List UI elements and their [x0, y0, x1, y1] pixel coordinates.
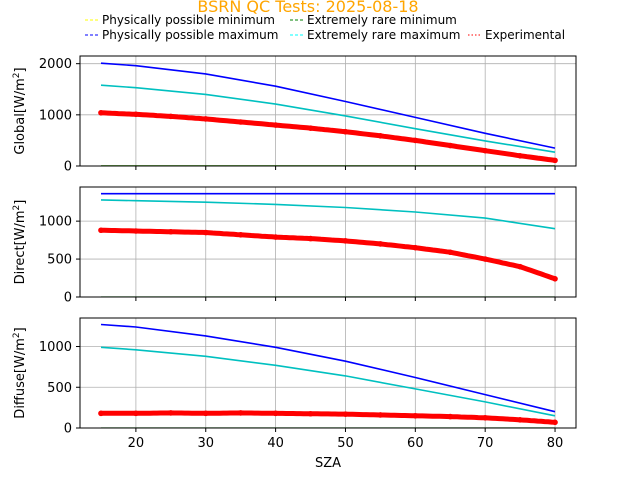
legend-entry: Physically possible maximum — [85, 28, 278, 42]
data-point — [377, 133, 384, 139]
data-point — [412, 137, 419, 144]
data-point — [168, 410, 174, 416]
legend-entry: Physically possible minimum — [85, 13, 275, 27]
series-experimental — [98, 410, 558, 425]
data-point — [272, 122, 279, 128]
panel-2: 0 500 1000 Direct[W/m2] — [12, 186, 577, 306]
series-group — [98, 192, 558, 297]
x-tick-label: 20 — [128, 436, 145, 451]
data-point — [133, 111, 139, 118]
data-point — [272, 410, 279, 417]
y-tick-label: 0 — [64, 160, 72, 175]
legend-label: Extremely rare maximum — [307, 28, 460, 42]
data-point — [307, 410, 314, 417]
y-axis-label: Global[W/m2] — [12, 67, 28, 154]
data-point — [552, 275, 558, 282]
panel-1: 0 1000 2000 Global[W/m2] — [12, 55, 577, 175]
data-point — [342, 238, 349, 244]
data-point — [447, 413, 454, 420]
legend-label: Physically possible minimum — [102, 13, 275, 27]
chart-title: BSRN QC Tests: 2025-08-18 — [197, 0, 418, 16]
axes-group: 010002000Global[W/m2]05001000Direct[W/m2… — [12, 55, 577, 451]
data-point — [237, 231, 244, 238]
data-point — [377, 412, 384, 418]
x-tick-label: 80 — [547, 436, 564, 451]
y-tick-label: 0 — [64, 291, 72, 306]
legend-label: Physically possible maximum — [102, 28, 278, 42]
data-point — [447, 142, 454, 149]
data-point — [98, 227, 104, 234]
panel-3: 20 30 40 50 60 70 80 0 500 1000 Diffuse[W/m2] — [12, 317, 577, 451]
axes-frame — [79, 186, 577, 298]
series-group — [98, 62, 558, 166]
series-line — [100, 199, 556, 230]
legend-entry: Extremely rare minimum — [290, 13, 457, 27]
data-point — [517, 417, 523, 423]
data-point — [412, 412, 419, 419]
data-point — [133, 410, 139, 417]
data-point — [517, 263, 523, 270]
data-point — [447, 249, 454, 256]
axes-frame — [79, 317, 577, 429]
data-point — [482, 256, 488, 262]
y-axis-label: Direct[W/m2] — [12, 200, 28, 285]
series-line — [100, 62, 556, 149]
y-tick-label: 1000 — [39, 108, 72, 123]
legend-entry: Experimental — [468, 28, 565, 42]
data-point — [412, 244, 419, 251]
legend-entry: Extremely rare maximum — [290, 28, 460, 42]
series-experimental — [98, 227, 558, 282]
y-tick-label: 1000 — [39, 215, 72, 230]
x-tick-label: 40 — [267, 436, 284, 451]
series-group — [98, 323, 558, 428]
series-line — [100, 346, 556, 417]
data-point — [307, 125, 314, 131]
data-point — [552, 419, 558, 426]
data-point — [377, 241, 384, 247]
data-point — [202, 410, 209, 417]
axes-frame — [79, 55, 577, 167]
x-tick-label: 30 — [197, 436, 214, 451]
data-point — [342, 128, 349, 135]
data-point — [202, 116, 209, 122]
data-point — [342, 411, 349, 417]
data-point — [98, 109, 104, 116]
data-point — [168, 113, 174, 120]
x-axis-label: SZA — [315, 456, 341, 471]
data-point — [98, 410, 104, 417]
legend-label: Experimental — [485, 28, 565, 42]
series-experimental — [98, 110, 558, 163]
data-point — [482, 415, 488, 421]
y-tick-label: 500 — [47, 381, 72, 396]
x-tick-label: 60 — [407, 436, 424, 451]
y-tick-label: 500 — [47, 253, 72, 268]
series-line — [100, 84, 556, 153]
data-point — [552, 157, 558, 164]
y-tick-label: 0 — [64, 422, 72, 437]
x-tick-label: 50 — [337, 436, 354, 451]
data-point — [237, 119, 244, 125]
data-point — [272, 234, 279, 240]
x-tick-label: 70 — [477, 436, 494, 451]
data-point — [517, 152, 523, 159]
legend-label: Extremely rare minimum — [307, 13, 457, 27]
y-tick-label: 1000 — [39, 340, 72, 355]
data-point — [168, 228, 174, 235]
data-point — [202, 229, 209, 236]
data-point — [237, 410, 244, 416]
y-tick-label: 2000 — [39, 57, 72, 72]
series-line — [100, 323, 556, 413]
data-point — [307, 235, 314, 242]
data-point — [482, 147, 488, 154]
y-axis-label: Diffuse[W/m2] — [12, 327, 28, 418]
data-point — [133, 228, 139, 234]
